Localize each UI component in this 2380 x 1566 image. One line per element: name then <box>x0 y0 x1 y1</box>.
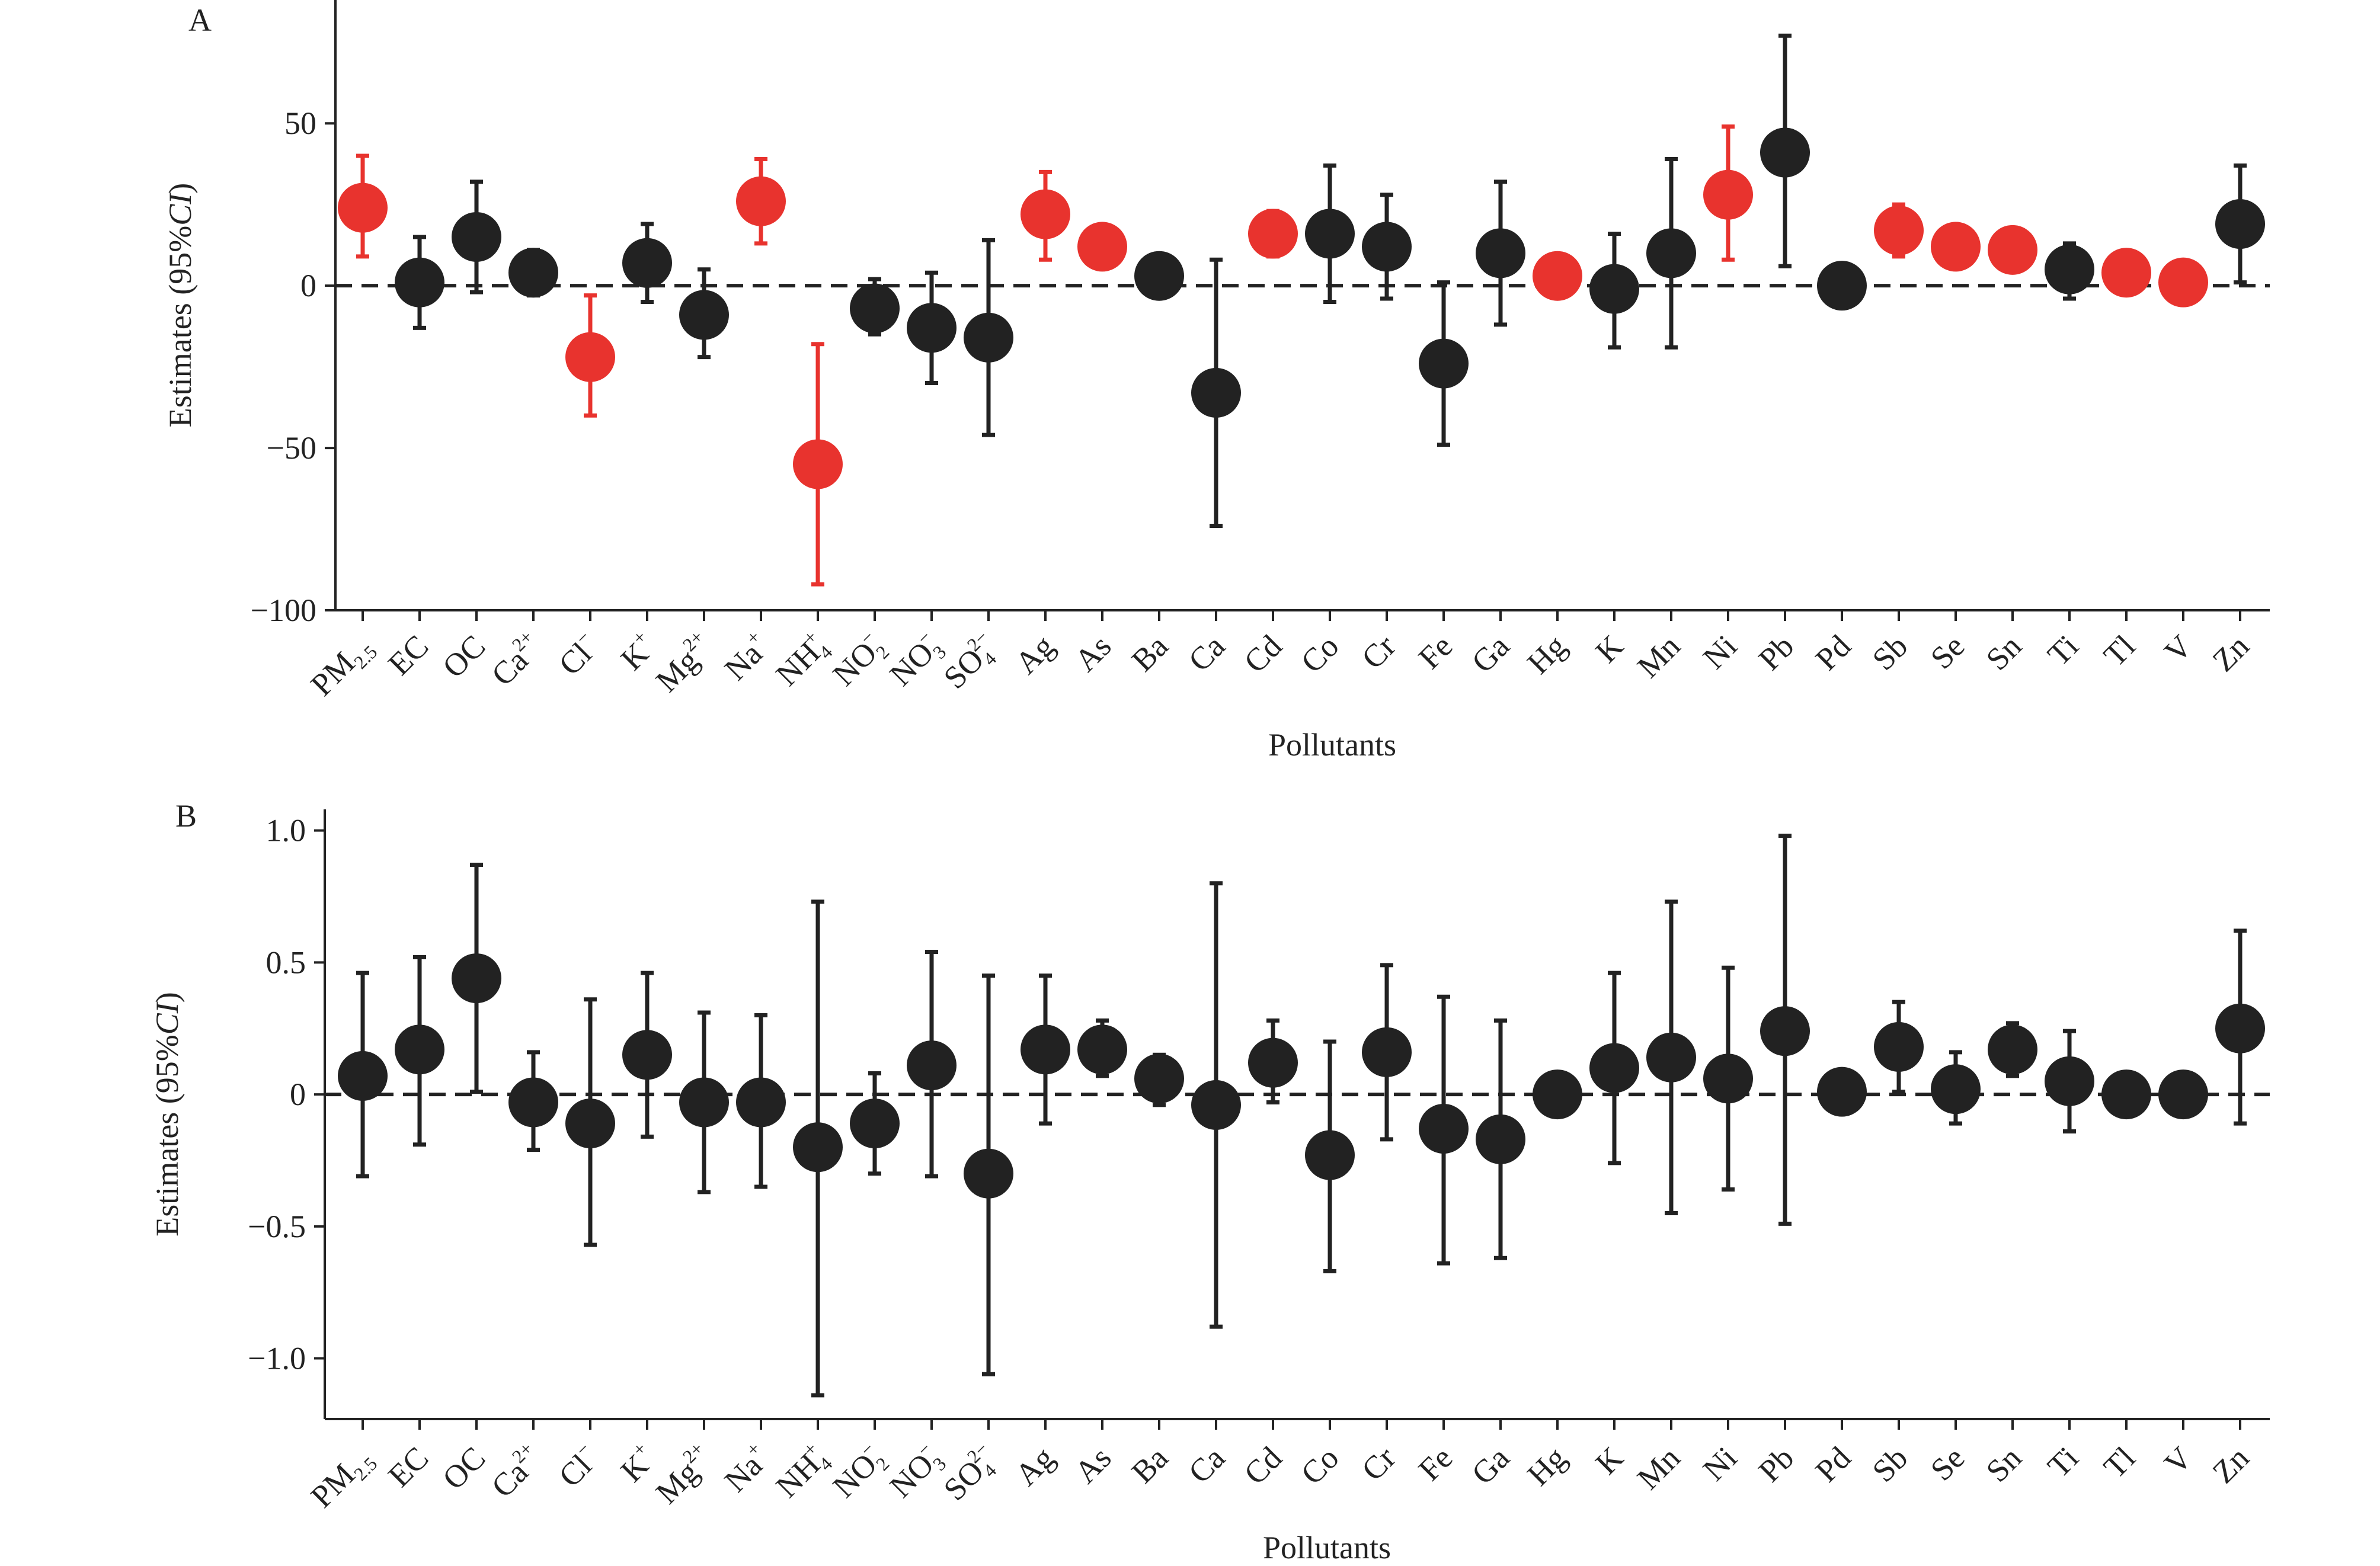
estimate-point <box>565 1099 615 1149</box>
x-axis-label: Pollutants <box>1263 1530 1391 1563</box>
estimate-point <box>395 257 444 308</box>
estimate-point <box>1874 1021 1924 1072</box>
estimate-point <box>1533 251 1582 301</box>
estimate-point <box>2045 244 2094 294</box>
estimate-point <box>679 290 729 340</box>
estimate-point <box>850 1099 900 1149</box>
estimate-point <box>2215 1003 2265 1053</box>
estimate-point <box>1362 222 1412 272</box>
estimate-point <box>1305 1130 1355 1180</box>
estimate-point <box>1419 1104 1469 1154</box>
estimate-point <box>1362 1027 1412 1077</box>
estimate-point <box>1931 1064 1981 1115</box>
estimate-point <box>1589 264 1639 314</box>
estimate-point <box>1191 1080 1241 1130</box>
estimate-point <box>1817 261 1867 311</box>
estimate-point <box>964 1148 1013 1199</box>
estimate-point <box>1419 338 1469 389</box>
estimate-point <box>1988 1024 2037 1075</box>
estimate-point <box>1760 127 1810 178</box>
estimate-point <box>1703 1053 1753 1104</box>
estimate-point <box>964 312 1013 363</box>
estimate-point <box>907 1040 957 1091</box>
y-tick-label: 0 <box>290 1077 306 1112</box>
y-tick-label: −100 <box>251 593 316 628</box>
estimate-point <box>508 1077 558 1128</box>
y-tick-label: 1.0 <box>266 813 306 848</box>
estimate-point <box>736 176 786 226</box>
estimate-point <box>1248 1037 1298 1088</box>
estimate-point <box>1077 222 1127 272</box>
estimate-point <box>1305 209 1355 259</box>
estimate-point <box>2045 1056 2094 1106</box>
estimate-point <box>679 1077 729 1128</box>
estimate-point <box>452 953 501 1004</box>
estimate-point <box>1134 1053 1184 1104</box>
estimate-point <box>338 182 388 233</box>
estimate-point <box>1589 1043 1639 1093</box>
panel-label: B <box>175 798 197 834</box>
estimate-point <box>338 1051 388 1101</box>
estimate-point <box>2158 1069 2208 1120</box>
estimate-point <box>2215 199 2265 249</box>
y-axis-label: Estimates (95%CI) <box>162 183 198 427</box>
estimate-point <box>1476 1114 1525 1164</box>
estimate-point <box>1646 228 1696 278</box>
estimate-point <box>1021 189 1070 239</box>
estimate-point <box>2101 248 2151 298</box>
y-tick-label: −1.0 <box>248 1341 306 1376</box>
estimate-point <box>1646 1032 1696 1083</box>
estimate-point <box>452 212 501 262</box>
y-tick-label: 0 <box>300 268 316 303</box>
panel-label: A <box>188 2 212 38</box>
estimate-point <box>622 238 672 288</box>
estimate-point <box>2101 1069 2151 1120</box>
estimate-point <box>1760 1006 1810 1056</box>
y-tick-label: 0.5 <box>266 944 306 980</box>
estimate-point <box>1817 1067 1867 1117</box>
estimate-point <box>1134 251 1184 301</box>
estimate-point <box>508 248 558 298</box>
y-tick-label: 50 <box>284 105 316 141</box>
estimate-point <box>1021 1024 1070 1075</box>
y-axis-label: Estimates (95%CI) <box>149 992 185 1236</box>
estimate-point <box>1988 225 2037 275</box>
estimate-point <box>850 283 900 334</box>
estimate-point <box>395 1024 444 1075</box>
y-tick-label: −50 <box>267 430 316 466</box>
estimate-point <box>736 1077 786 1128</box>
y-tick-label: −0.5 <box>248 1209 306 1244</box>
estimate-point <box>793 1122 843 1173</box>
estimate-point <box>1703 169 1753 220</box>
estimate-point <box>1191 367 1241 418</box>
estimate-point <box>907 303 957 353</box>
estimate-point <box>1248 209 1298 259</box>
estimate-point <box>1077 1024 1127 1075</box>
estimate-point <box>622 1030 672 1080</box>
estimate-point <box>793 439 843 489</box>
x-axis-label: Pollutants <box>1268 727 1396 763</box>
estimate-point <box>565 332 615 382</box>
estimate-point <box>1476 228 1525 278</box>
estimate-point <box>1533 1069 1582 1120</box>
estimate-point <box>1931 222 1981 272</box>
estimate-point <box>1874 205 1924 255</box>
estimate-point <box>2158 257 2208 308</box>
